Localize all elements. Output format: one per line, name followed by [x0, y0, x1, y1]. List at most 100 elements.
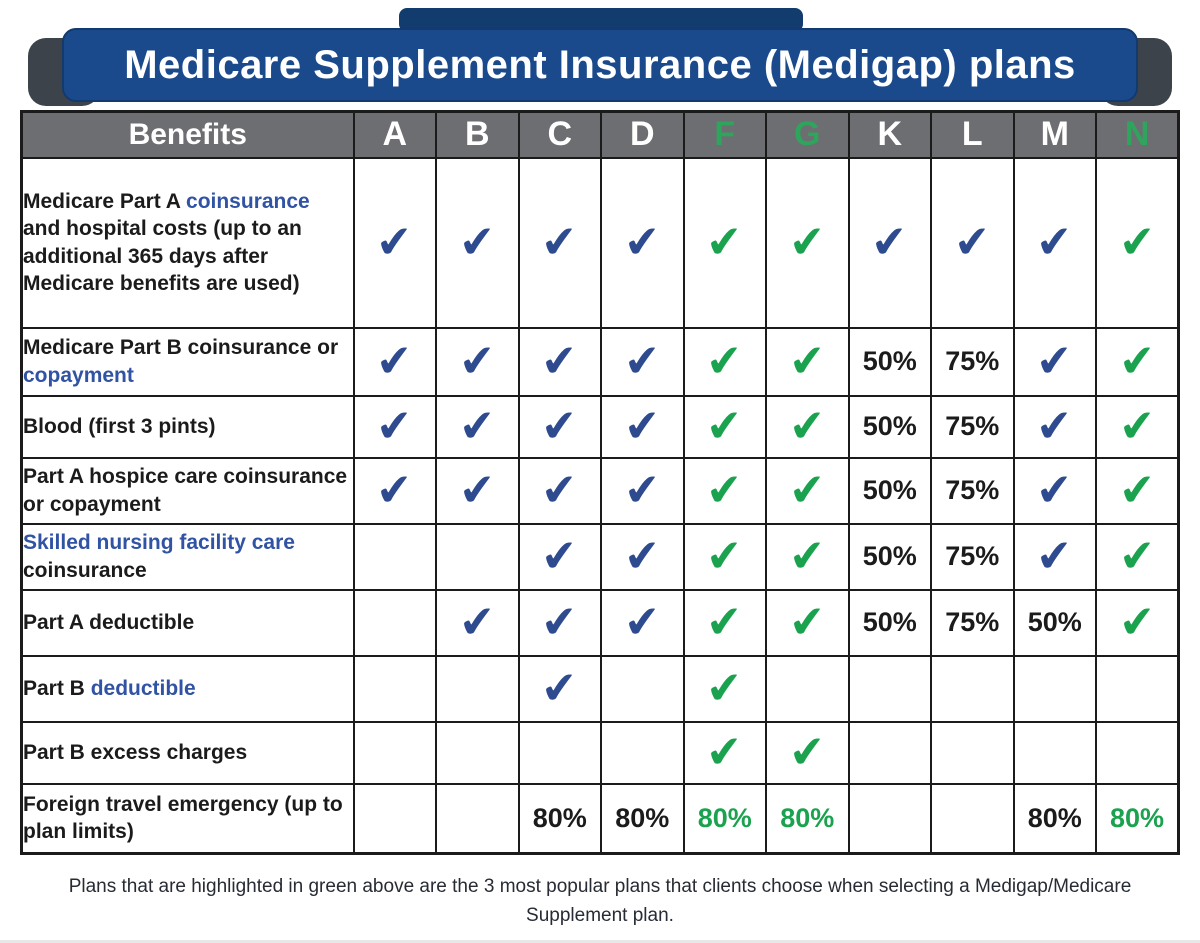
check-icon: ✔	[704, 335, 745, 387]
check-icon: ✔	[704, 530, 745, 582]
coverage-cell: ✔	[435, 394, 520, 459]
check-icon: ✔	[374, 335, 415, 387]
coverage-cell: ✔	[1095, 522, 1180, 591]
coverage-cell: ✔	[1012, 326, 1097, 397]
coverage-cell: 80%	[1095, 782, 1180, 855]
benefit-text: Part B excess charges	[23, 740, 248, 764]
plan-column-header-k: K	[847, 110, 932, 159]
check-icon: ✔	[622, 596, 663, 648]
check-icon: ✔	[457, 596, 498, 648]
coverage-cell: 50%	[847, 326, 932, 397]
benefit-text: coinsurance	[23, 558, 147, 582]
coverage-cell: 75%	[930, 522, 1015, 591]
coverage-cell: ✔	[1095, 394, 1180, 459]
check-icon: ✔	[869, 216, 910, 268]
benefit-label: Foreign travel emergency (up to plan lim…	[20, 782, 355, 855]
benefit-text: Medicare Part A	[23, 189, 187, 213]
coverage-cell: 80%	[765, 782, 850, 855]
plan-column-header-l: L	[930, 110, 1015, 159]
benefit-text: Medicare Part B coinsurance or	[23, 336, 339, 360]
table-row: Medicare Part A coinsurance and hospital…	[20, 156, 1180, 329]
benefit-text: Part A hospice care coinsurance or copay…	[23, 465, 348, 516]
coverage-cell: ✔	[600, 394, 685, 459]
check-icon: ✔	[1116, 216, 1158, 268]
coverage-cell: ✔	[517, 394, 602, 459]
coverage-cell: ✔	[1095, 456, 1180, 525]
coverage-cell: ✔	[1095, 326, 1180, 397]
coverage-cell-empty	[352, 588, 437, 657]
coverage-cell-empty	[435, 654, 520, 723]
benefit-term-highlight: Skilled nursing facility care	[23, 531, 295, 555]
coverage-cell: ✔	[682, 456, 767, 525]
coverage-cell: ✔	[1095, 156, 1180, 329]
plan-column-header-c: C	[517, 110, 602, 159]
check-icon: ✔	[787, 464, 828, 516]
coverage-cell: ✔	[765, 326, 850, 397]
coverage-cell-empty	[847, 720, 932, 785]
check-icon: ✔	[374, 400, 415, 452]
check-icon: ✔	[1116, 530, 1158, 582]
check-icon: ✔	[374, 216, 415, 268]
check-icon: ✔	[539, 464, 580, 516]
coverage-cell: ✔	[517, 522, 602, 591]
check-icon: ✔	[704, 216, 745, 268]
benefit-label: Skilled nursing facility care coinsuranc…	[20, 522, 355, 591]
coverage-cell: 75%	[930, 456, 1015, 525]
check-icon: ✔	[622, 464, 663, 516]
coverage-cell: ✔	[352, 456, 437, 525]
coverage-cell: ✔	[600, 588, 685, 657]
check-icon: ✔	[457, 400, 498, 452]
coverage-cell: 50%	[847, 522, 932, 591]
table-row: Part B deductible ✔ ✔	[20, 654, 1180, 723]
benefit-label: Medicare Part A coinsurance and hospital…	[20, 156, 355, 329]
coverage-cell: ✔	[600, 522, 685, 591]
check-icon: ✔	[704, 662, 745, 714]
coverage-cell-empty	[1095, 654, 1180, 723]
coverage-cell-empty	[1095, 720, 1180, 785]
coverage-cell: ✔	[682, 720, 767, 785]
coverage-cell: ✔	[765, 720, 850, 785]
plan-column-header-b: B	[435, 110, 520, 159]
check-icon: ✔	[1034, 335, 1075, 387]
coverage-cell-empty	[930, 782, 1015, 855]
coverage-cell: 50%	[847, 588, 932, 657]
check-icon: ✔	[787, 335, 828, 387]
benefit-text: Foreign travel emergency (up to plan lim…	[23, 792, 343, 844]
coverage-cell: 75%	[930, 326, 1015, 397]
coverage-cell: ✔	[435, 156, 520, 329]
coverage-cell-empty	[930, 654, 1015, 723]
check-icon: ✔	[787, 726, 828, 778]
benefit-label: Part B deductible	[20, 654, 355, 723]
benefit-term-highlight: deductible	[90, 676, 196, 700]
table-row: Part A deductible ✔ ✔ ✔ ✔ ✔ 50% 75% 50% ✔	[20, 588, 1180, 657]
coverage-cell: 80%	[517, 782, 602, 855]
coverage-cell: ✔	[765, 156, 850, 329]
table-body: Medicare Part A coinsurance and hospital…	[20, 156, 1180, 855]
benefit-text: Blood (first 3 pints)	[23, 414, 216, 438]
coverage-cell: ✔	[435, 456, 520, 525]
table-row: Blood (first 3 pints) ✔ ✔ ✔ ✔ ✔ ✔ 50% 75% ✔ ✔	[20, 394, 1180, 459]
check-icon: ✔	[1034, 400, 1075, 452]
coverage-cell: 80%	[600, 782, 685, 855]
check-icon: ✔	[1116, 596, 1158, 648]
coverage-cell: ✔	[765, 456, 850, 525]
title-banner: Medicare Supplement Insurance (Medigap) …	[62, 28, 1138, 102]
coverage-cell: ✔	[682, 156, 767, 329]
check-icon: ✔	[539, 662, 580, 714]
check-icon: ✔	[457, 464, 498, 516]
coverage-cell-empty	[517, 720, 602, 785]
table-row: Part A hospice care coinsurance or copay…	[20, 456, 1180, 525]
coverage-cell: ✔	[765, 588, 850, 657]
coverage-cell: ✔	[930, 156, 1015, 329]
coverage-cell: ✔	[517, 588, 602, 657]
plan-column-header-m: M	[1012, 110, 1097, 159]
check-icon: ✔	[539, 596, 580, 648]
check-icon: ✔	[1116, 464, 1158, 516]
coverage-cell-empty	[847, 782, 932, 855]
check-icon: ✔	[622, 400, 663, 452]
plan-column-header-d: D	[600, 110, 685, 159]
coverage-cell: ✔	[352, 156, 437, 329]
coverage-cell-empty	[352, 782, 437, 855]
